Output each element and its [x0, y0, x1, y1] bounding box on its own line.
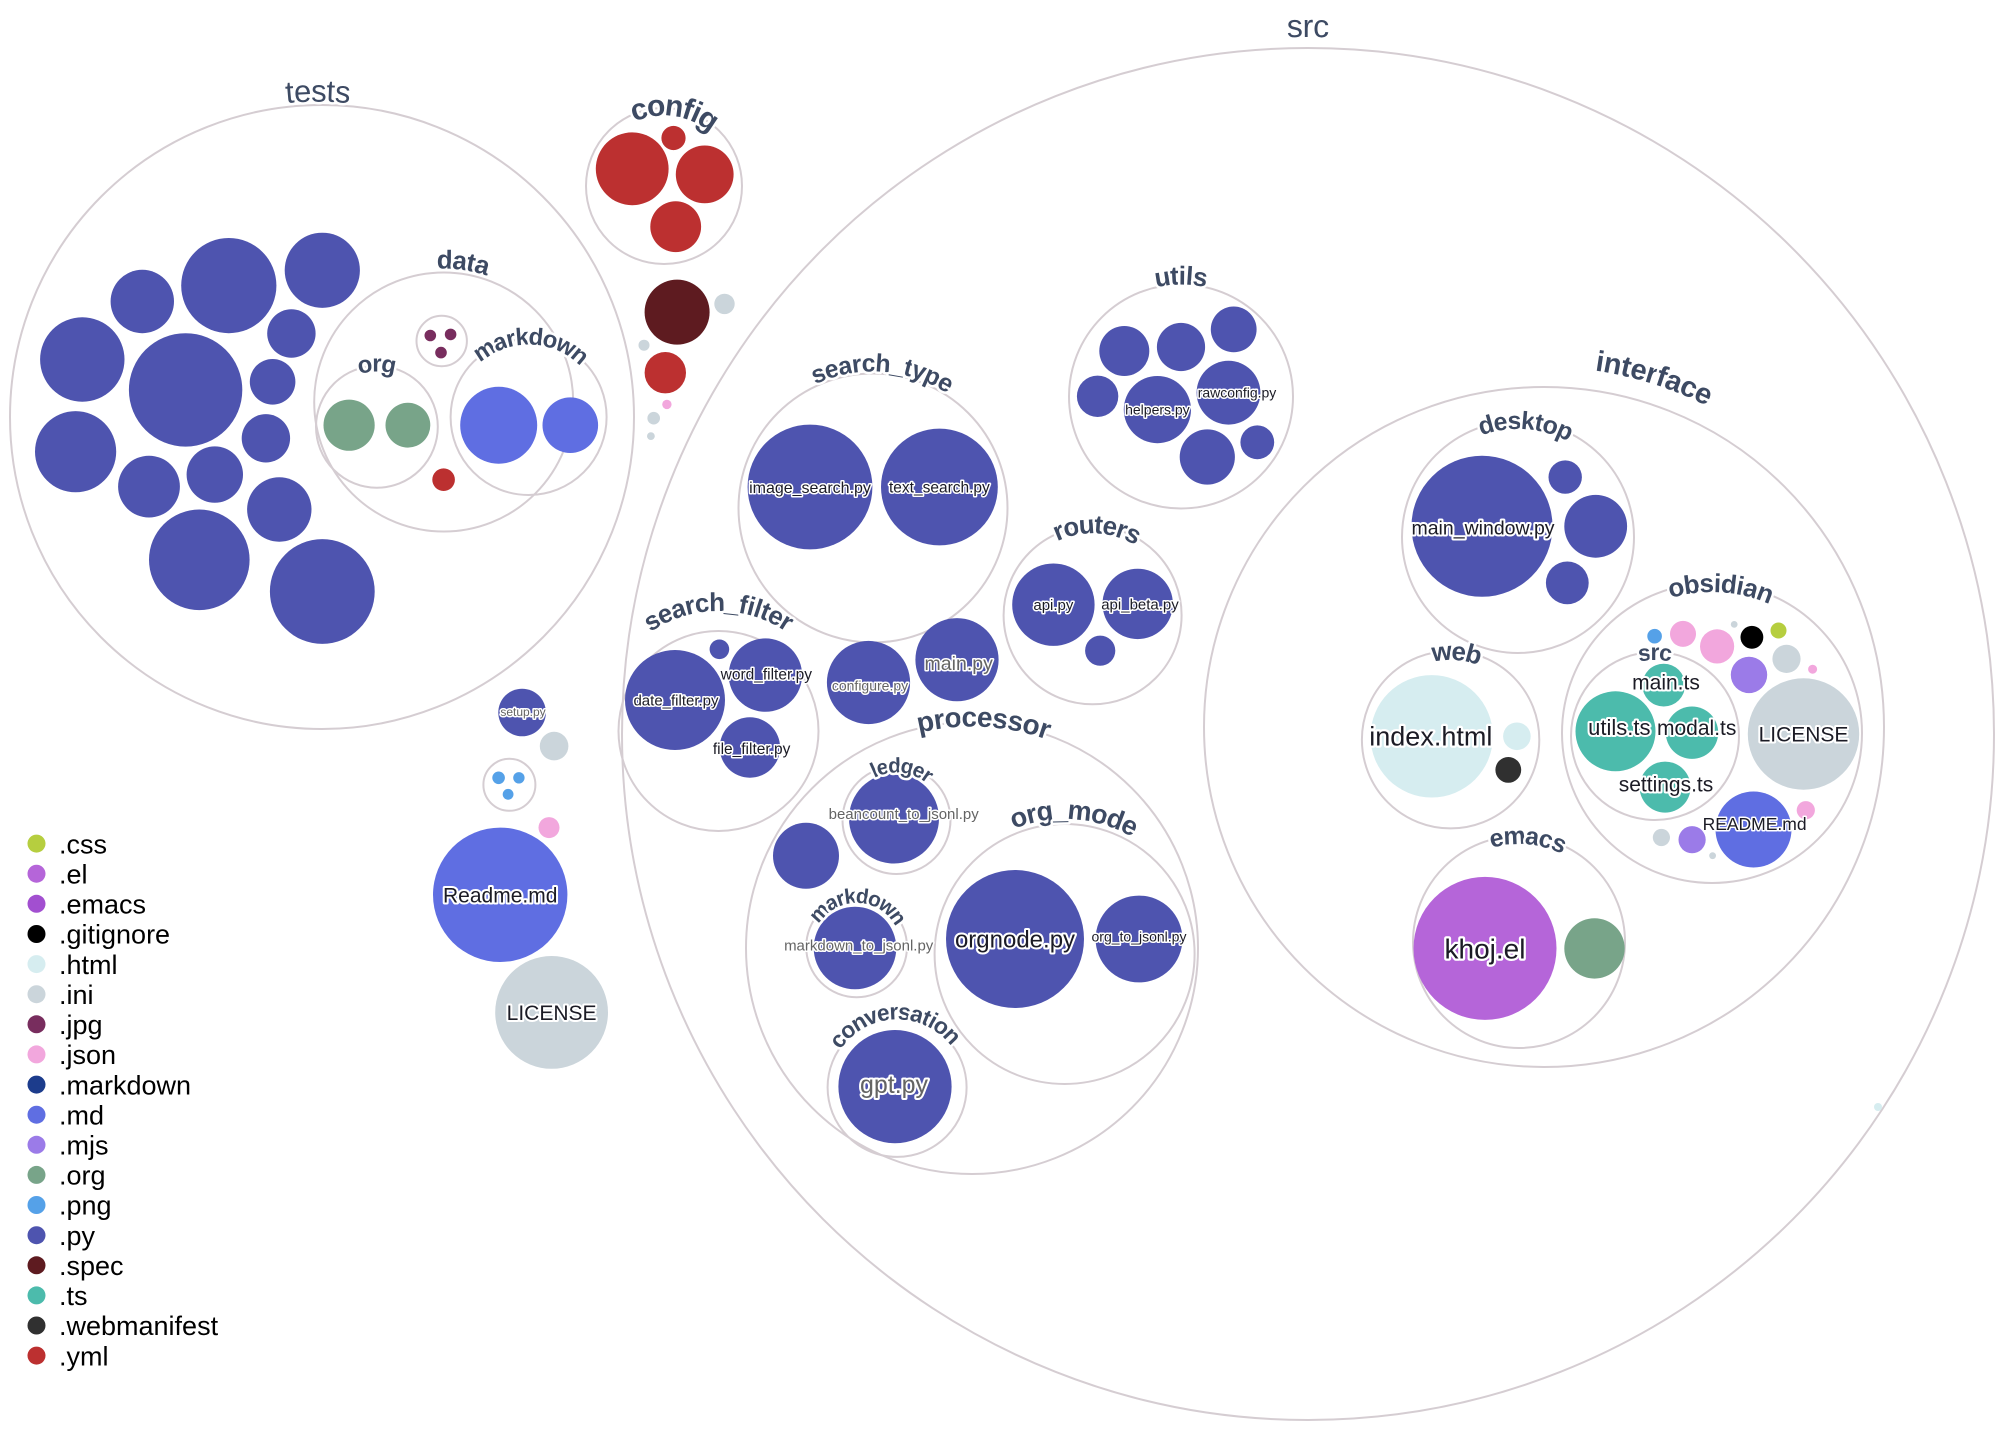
svg-text:beancount_to_jsonl.py: beancount_to_jsonl.py: [829, 806, 980, 823]
svg-text:markdown_to_jsonl.py: markdown_to_jsonl.py: [784, 937, 934, 954]
svg-text:settings.ts: settings.ts: [1619, 774, 1714, 797]
svg-text:obsidian: obsidian: [1665, 568, 1779, 610]
svg-text:desktop: desktop: [1475, 407, 1578, 447]
svg-text:.webmanifest: .webmanifest: [59, 1311, 219, 1341]
svg-text:markdown: markdown: [468, 323, 594, 370]
svg-text:.gitignore: .gitignore: [59, 920, 170, 950]
svg-text:rawconfig.py: rawconfig.py: [1198, 385, 1277, 401]
svg-text:emacs: emacs: [1487, 822, 1571, 860]
svg-text:api_beta.py: api_beta.py: [1101, 596, 1179, 613]
svg-text:.ts: .ts: [59, 1281, 88, 1311]
svg-text:interface: interface: [1594, 346, 1718, 412]
svg-text:routers: routers: [1048, 509, 1146, 551]
svg-text:LICENSE: LICENSE: [1759, 724, 1849, 747]
svg-text:.spec: .spec: [59, 1251, 124, 1281]
svg-text:Readme.md: Readme.md: [443, 884, 557, 907]
svg-text:org_to_jsonl.py: org_to_jsonl.py: [1092, 929, 1187, 945]
svg-text:search_type: search_type: [807, 349, 959, 398]
svg-text:configure.py: configure.py: [832, 678, 908, 694]
svg-text:org_mode: org_mode: [1006, 795, 1144, 843]
svg-text:main.py: main.py: [925, 653, 994, 675]
svg-text:src: src: [1636, 639, 1674, 666]
svg-text:setup.py: setup.py: [500, 705, 545, 719]
svg-text:.yml: .yml: [59, 1341, 109, 1371]
svg-text:image_search.py: image_search.py: [749, 480, 871, 497]
svg-text:.html: .html: [59, 950, 118, 980]
svg-text:org: org: [355, 350, 398, 379]
svg-text:utils: utils: [1152, 260, 1210, 293]
svg-text:data: data: [437, 245, 494, 282]
svg-text:gpt.py: gpt.py: [860, 1071, 929, 1099]
svg-text:orgnode.py: orgnode.py: [955, 927, 1075, 954]
svg-text:.css: .css: [59, 829, 107, 859]
svg-text:LICENSE: LICENSE: [507, 1002, 597, 1025]
svg-text:utils.ts: utils.ts: [1588, 715, 1650, 740]
svg-text:date_filter.py: date_filter.py: [633, 692, 719, 709]
svg-text:.org: .org: [59, 1161, 106, 1191]
svg-text:README.md: README.md: [1703, 814, 1807, 834]
svg-text:index.html: index.html: [1369, 722, 1492, 752]
svg-text:api.py: api.py: [1033, 597, 1074, 614]
svg-text:.md: .md: [59, 1100, 104, 1130]
svg-text:web: web: [1429, 635, 1485, 670]
svg-text:.jpg: .jpg: [59, 1010, 103, 1040]
svg-text:.emacs: .emacs: [59, 890, 146, 920]
svg-text:.mjs: .mjs: [59, 1131, 109, 1161]
svg-text:word_filter.py: word_filter.py: [720, 667, 813, 684]
svg-text:search_filter: search_filter: [638, 587, 800, 637]
svg-text:file_filter.py: file_filter.py: [713, 741, 791, 758]
svg-text:.py: .py: [59, 1221, 96, 1251]
svg-text:modal.ts: modal.ts: [1657, 717, 1736, 740]
svg-text:.png: .png: [59, 1191, 112, 1221]
svg-text:.markdown: .markdown: [59, 1070, 191, 1100]
svg-text:.el: .el: [59, 859, 88, 889]
svg-text:main.ts: main.ts: [1632, 671, 1700, 694]
svg-text:.ini: .ini: [59, 980, 94, 1010]
svg-text:tests: tests: [284, 74, 352, 111]
svg-text:main_window.py: main_window.py: [1411, 517, 1554, 539]
svg-text:helpers.py: helpers.py: [1125, 402, 1190, 418]
svg-text:khoj.el: khoj.el: [1445, 933, 1526, 964]
svg-text:text_search.py: text_search.py: [889, 480, 990, 497]
svg-text:.json: .json: [59, 1040, 116, 1070]
svg-text:processor: processor: [914, 701, 1055, 745]
svg-text:src: src: [1286, 8, 1329, 44]
